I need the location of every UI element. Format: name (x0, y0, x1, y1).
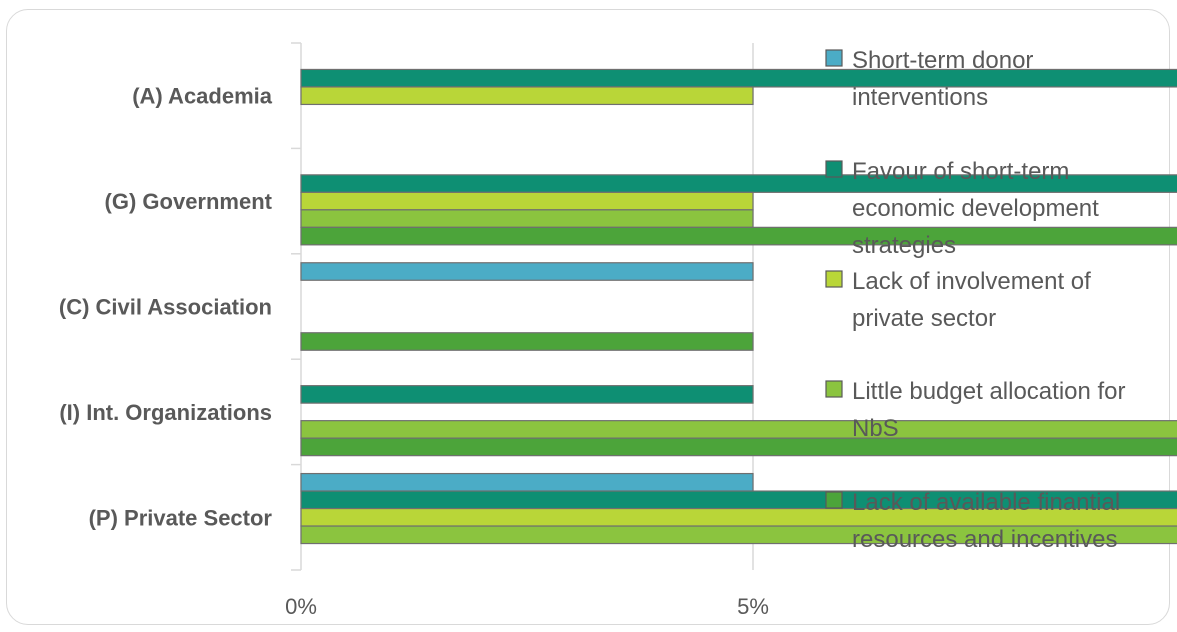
legend-swatch (825, 49, 843, 67)
legend-swatch (825, 160, 843, 178)
x-tick-label: 5% (737, 594, 769, 619)
legend-label: strategies (852, 232, 956, 259)
category-label: (G) Government (105, 189, 273, 214)
legend-label: interventions (852, 84, 988, 111)
legend-label: economic development (852, 195, 1099, 222)
legend-label: Little budget allocation for (852, 378, 1126, 405)
x-tick-label: 0% (285, 594, 317, 619)
bar (300, 174, 1177, 193)
category-label: (P) Private Sector (89, 505, 273, 530)
bar (300, 420, 1177, 439)
legend-label: Favour of short-term (852, 158, 1069, 185)
legend-swatch (825, 380, 843, 398)
legend-label: private sector (852, 305, 996, 332)
legend-label: Lack of available finantial (852, 489, 1120, 516)
legend-label: Short-term donor (852, 47, 1033, 74)
bar (300, 472, 754, 492)
category-label: (I) Int. Organizations (59, 400, 272, 425)
category-label: (C) Civil Association (59, 295, 272, 320)
legend-label: resources and incentives (852, 526, 1117, 553)
legend-label: NbS (852, 415, 899, 442)
bar (300, 437, 1177, 457)
legend-swatch (825, 270, 843, 288)
legend-swatch (825, 491, 843, 509)
bar (300, 226, 1177, 246)
bar (300, 332, 754, 351)
bar (300, 209, 754, 228)
bar (300, 191, 754, 211)
category-label: (A) Academia (132, 84, 273, 109)
legend-label: Lack of involvement of (852, 268, 1091, 295)
bar (300, 525, 1177, 545)
bar (300, 68, 1177, 88)
bar (300, 385, 754, 404)
bar (300, 262, 754, 281)
bar (300, 86, 754, 106)
